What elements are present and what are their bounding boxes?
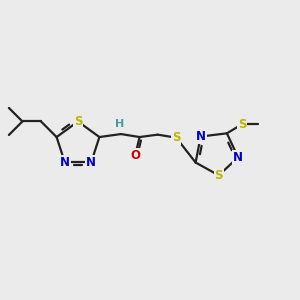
Text: N: N bbox=[60, 156, 70, 169]
Text: N: N bbox=[86, 156, 96, 169]
Text: S: S bbox=[214, 169, 223, 182]
Text: S: S bbox=[172, 131, 180, 144]
Text: S: S bbox=[74, 115, 82, 128]
Text: N: N bbox=[196, 130, 206, 143]
Text: O: O bbox=[130, 149, 140, 162]
Text: S: S bbox=[238, 118, 246, 131]
Text: N: N bbox=[233, 151, 243, 164]
Text: H: H bbox=[115, 119, 124, 129]
